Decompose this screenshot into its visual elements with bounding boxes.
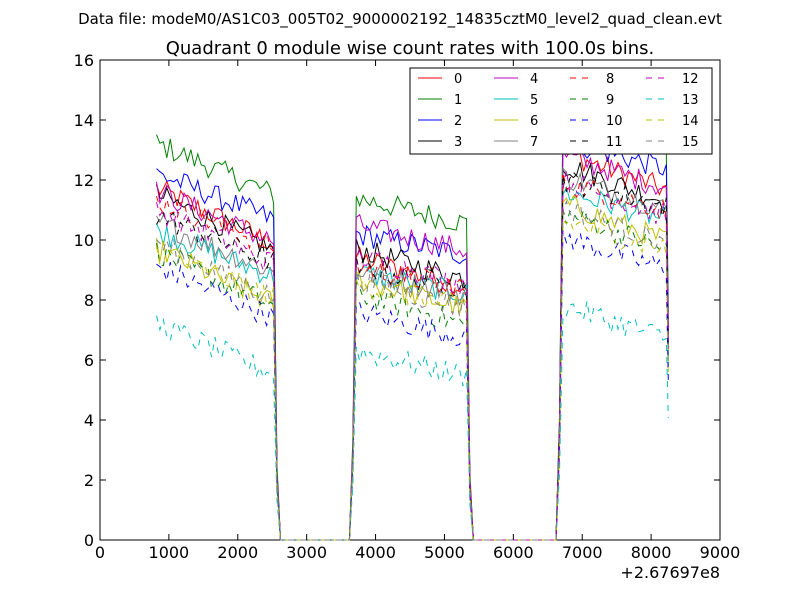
legend-label-14: 14 [682,114,699,129]
x-offset-label: +2.67697e8 [620,563,720,582]
tick-layer: 0 1000 2000 3000 4000 5000 6000 7000 8000 9000 0 2 4… [74,51,741,562]
figure-suptitle: Data file: modeM0/AS1C03_005T02_90000021… [78,10,722,29]
x-tick-label: 1000 [149,543,190,562]
legend-label-2: 2 [454,114,462,129]
series-line-4 [156,149,669,541]
series-line-13 [156,300,669,541]
series-line-8 [156,171,669,541]
x-tick-label: 5000 [424,543,465,562]
y-tick-label: 4 [84,411,94,430]
legend-label-12: 12 [682,72,699,87]
legend-label-13: 13 [682,93,699,108]
legend-label-8: 8 [606,72,614,87]
legend-label-3: 3 [454,135,462,150]
x-tick-label: 8000 [631,543,672,562]
y-tick-label: 0 [84,531,94,550]
x-tick-label: 2000 [217,543,258,562]
series-line-10 [156,230,669,541]
x-tick-label: 0 [95,543,105,562]
series-line-9 [156,208,669,541]
series-line-3 [156,162,669,541]
y-tick-label: 10 [74,231,94,250]
chart-title: Quadrant 0 module wise count rates with … [166,38,655,59]
legend-label-4: 4 [530,72,538,87]
legend-label-5: 5 [530,93,538,108]
series-line-12 [156,169,669,541]
x-tick-label: 4000 [355,543,396,562]
series-line-15 [156,199,669,541]
legend-label-0: 0 [454,72,462,87]
legend-label-11: 11 [606,135,623,150]
y-tick-label: 12 [74,171,94,190]
y-tick-label: 2 [84,471,94,490]
x-tick-label: 6000 [493,543,534,562]
y-tick-label: 14 [74,111,94,130]
series-line-11 [156,171,669,541]
legend-label-15: 15 [682,135,699,150]
series-layer [156,104,669,541]
legend-label-1: 1 [454,93,462,108]
legend-label-10: 10 [606,114,623,129]
series-line-2 [156,134,669,541]
x-tick-label: 7000 [562,543,603,562]
legend-label-6: 6 [530,114,538,129]
legend-label-9: 9 [606,93,614,108]
series-line-5 [156,185,669,541]
x-tick-label: 3000 [286,543,327,562]
x-tick-label: 9000 [700,543,741,562]
series-line-7 [156,166,669,541]
series-line-0 [156,144,669,541]
series-line-6 [156,195,669,541]
y-tick-label: 6 [84,351,94,370]
legend-label-7: 7 [530,135,538,150]
legend-box [409,67,713,155]
y-tick-label: 8 [84,291,94,310]
y-tick-label: 16 [74,51,94,70]
